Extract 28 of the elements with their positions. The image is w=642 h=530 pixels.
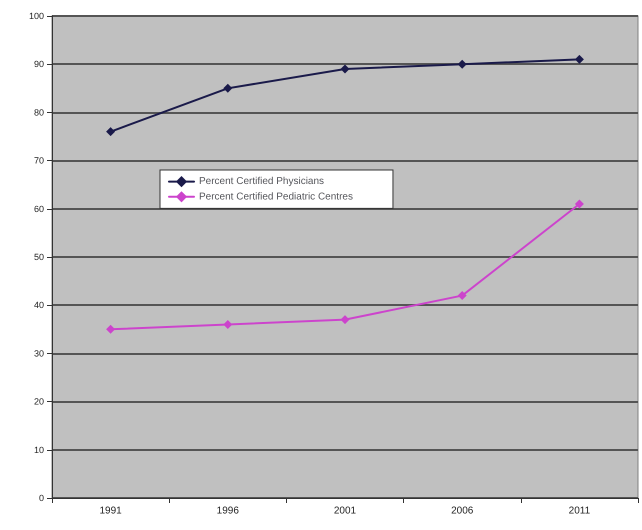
point	[106, 127, 116, 136]
x-tick-label: 2011	[568, 506, 591, 516]
point	[340, 64, 350, 74]
point	[223, 320, 232, 329]
point	[458, 291, 467, 300]
x-tick-label: 2001	[334, 506, 357, 516]
point	[458, 60, 467, 69]
point	[106, 324, 116, 334]
y-tick-label: 90	[34, 59, 44, 70]
y-tick-label: 20	[34, 396, 44, 407]
point	[574, 199, 584, 208]
point	[223, 84, 232, 93]
y-tick-label: 40	[34, 300, 44, 310]
y-tick-label: 50	[34, 252, 44, 262]
x-tick-label: 2006	[451, 506, 474, 516]
legend-label: Percent Certified Physicians	[199, 176, 324, 188]
y-tick-label: 70	[34, 156, 44, 166]
legend-label: Percent Certified Pediatric Centres	[199, 191, 353, 202]
y-tick-label: 100	[28, 11, 44, 21]
y-tick-label: 0	[38, 493, 44, 503]
point	[574, 54, 584, 64]
y-tick-label: 30	[34, 348, 44, 358]
y-tick-label: 80	[34, 107, 44, 118]
y-tick-label: 10	[34, 444, 44, 455]
x-tick-label: 1996	[216, 506, 240, 516]
y-tick-label: 60	[34, 204, 44, 214]
x-tick-label: 1991	[99, 506, 122, 516]
point	[340, 315, 350, 324]
